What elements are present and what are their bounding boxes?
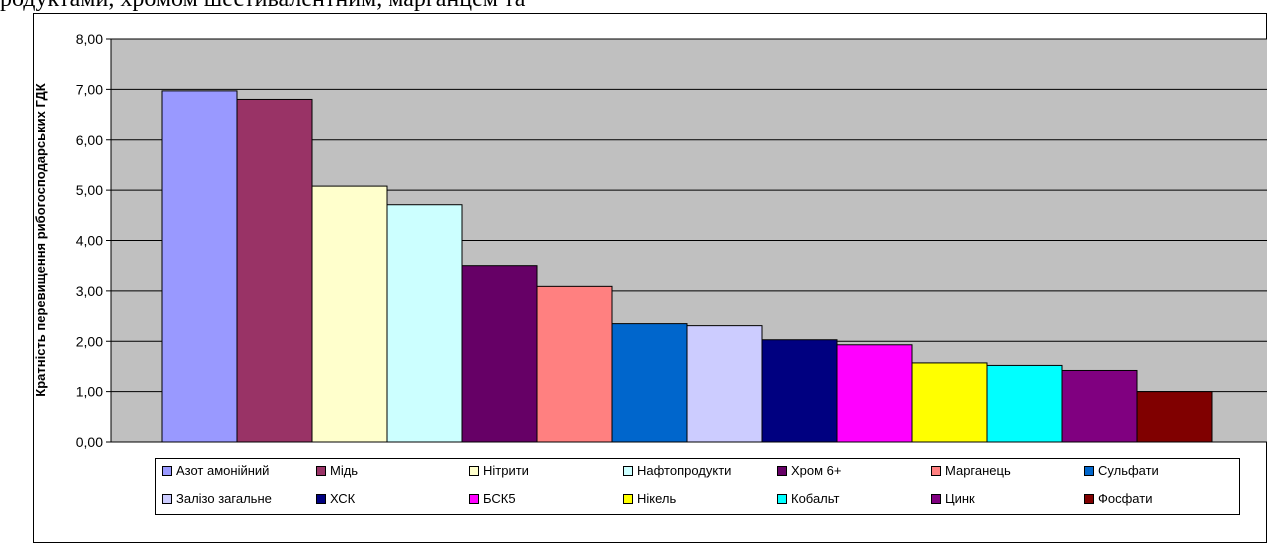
legend-swatch (777, 494, 787, 504)
y-tick-label: 0,00 (76, 434, 103, 450)
legend-swatch (316, 494, 326, 504)
bar (761, 339, 838, 443)
legend-label: Залізо загальне (176, 491, 272, 506)
bar (611, 323, 688, 443)
legend-label: Хром 6+ (791, 463, 842, 478)
bar (311, 185, 388, 443)
legend-swatch (777, 466, 787, 476)
bar (986, 364, 1063, 443)
y-tick-label: 5,00 (76, 182, 103, 198)
legend-swatch (1084, 494, 1094, 504)
legend-swatch (162, 466, 172, 476)
legend-label: Нікель (637, 491, 677, 506)
bar (386, 204, 463, 443)
legend-item: Нікель (623, 491, 676, 507)
legend-item: Сульфати (1084, 463, 1159, 479)
bar (536, 285, 613, 443)
legend-swatch (931, 494, 941, 504)
legend-swatch (469, 494, 479, 504)
legend-item: Фосфати (1084, 491, 1152, 507)
bar (1136, 391, 1213, 443)
legend-label: БСК5 (483, 491, 516, 506)
legend-swatch (1084, 466, 1094, 476)
legend-swatch (469, 466, 479, 476)
y-tick-label: 4,00 (76, 233, 103, 249)
legend-item: Хром 6+ (777, 463, 842, 479)
bar-series (161, 90, 1213, 443)
bar (836, 344, 913, 443)
legend-swatch (316, 466, 326, 476)
legend-label: ХСК (330, 491, 356, 506)
bar (686, 325, 763, 443)
legend-item: Марганець (931, 463, 1011, 479)
legend-label: Нітрити (483, 463, 529, 478)
document-text-line: родуктами, хромом шестивалентним, марган… (0, 0, 525, 13)
legend-item: Кобальт (777, 491, 839, 507)
y-tick-label: 6,00 (76, 132, 103, 148)
legend-swatch (162, 494, 172, 504)
y-tick-label: 2,00 (76, 333, 103, 349)
bar (236, 98, 313, 443)
legend-label: Кобальт (791, 491, 840, 506)
y-tick-label: 1,00 (76, 384, 103, 400)
y-tick-label: 7,00 (76, 81, 103, 97)
legend-item: ХСК (316, 491, 355, 507)
chart-legend: Азот амонійний Мідь Нітрити Нафтопродукти Хр… (155, 458, 1240, 515)
legend-item: БСК5 (469, 491, 516, 507)
y-tick-labels: 0,00 1,00 2,00 3,00 4,00 5,00 6,00 7,00 8,00 (76, 31, 111, 450)
legend-item: Азот амонійний (162, 463, 269, 479)
bar (461, 265, 538, 443)
legend-item: Залізо загальне (162, 491, 272, 507)
legend-swatch (623, 466, 633, 476)
legend-swatch (623, 494, 633, 504)
legend-label: Фосфати (1098, 491, 1153, 506)
legend-label: Азот амонійний (176, 463, 270, 478)
legend-swatch (931, 466, 941, 476)
legend-label: Нафтопродукти (637, 463, 732, 478)
y-tick-label: 3,00 (76, 283, 103, 299)
y-axis-label: Кратність перевищення рибогосподарських … (33, 83, 48, 397)
bar (1061, 369, 1138, 443)
legend-item: Нафтопродукти (623, 463, 731, 479)
bar (161, 90, 238, 443)
legend-label: Марганець (945, 463, 1011, 478)
legend-label: Цинк (945, 491, 975, 506)
legend-label: Мідь (330, 463, 359, 478)
legend-item: Мідь (316, 463, 358, 479)
y-tick-label: 8,00 (76, 31, 103, 47)
bar (911, 362, 988, 443)
legend-item: Цинк (931, 491, 975, 507)
legend-label: Сульфати (1098, 463, 1159, 478)
legend-item: Нітрити (469, 463, 529, 479)
